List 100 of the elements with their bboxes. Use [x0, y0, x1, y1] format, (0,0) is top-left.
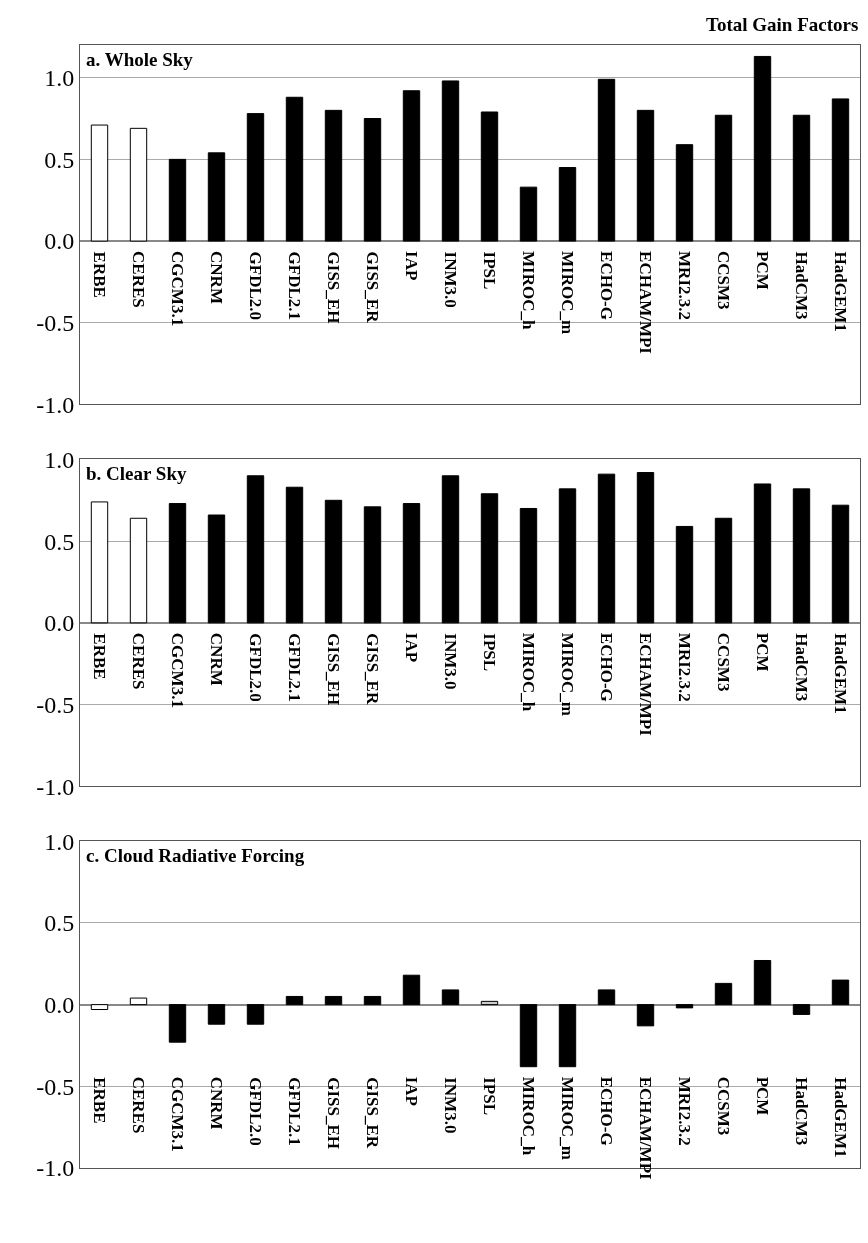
x-tick-label: IPSL: [480, 1077, 500, 1115]
x-tick-label: ERBE: [90, 633, 110, 680]
y-tick-label: -0.5: [36, 691, 75, 718]
y-tick-label: -1.0: [36, 391, 75, 418]
bar: [285, 486, 304, 624]
x-tick-label: CERES: [128, 1076, 148, 1134]
bar: [363, 995, 382, 1006]
x-tick-label: GISS_ER: [362, 251, 382, 324]
bar: [792, 488, 811, 624]
bar: [441, 475, 460, 624]
chart-title: a. Whole Sky: [86, 49, 194, 70]
x-tick-label: HadCM3: [791, 251, 811, 320]
bar: [675, 1004, 694, 1009]
x-tick-label: PCM: [752, 632, 772, 672]
bar: [636, 1004, 655, 1027]
bar: [831, 98, 850, 242]
x-tick-label: HadGEM1: [831, 633, 851, 714]
x-tick-label: MRI2.3.2: [674, 632, 694, 702]
y-tick-label: 0.5: [44, 528, 75, 555]
bar: [792, 1004, 811, 1015]
x-tick-label: CERES: [128, 632, 148, 690]
x-tick-label: HadCM3: [792, 633, 812, 702]
bar: [831, 504, 850, 624]
x-tick-label: CGCM3.1: [168, 251, 188, 327]
x-tick-label: GFDL2.1: [284, 251, 304, 321]
x-tick-label: CNRM: [206, 1076, 226, 1130]
bar: [168, 1004, 187, 1043]
bar: [519, 507, 538, 624]
x-tick-label: GFDL2.0: [245, 251, 265, 321]
bar: [519, 1004, 538, 1068]
bar: [597, 78, 616, 242]
x-tick-label: HadGEM1: [831, 1077, 851, 1158]
x-tick-label: MIROC_h: [518, 1076, 538, 1156]
bar: [90, 124, 109, 242]
x-tick-label: PCM: [752, 1076, 772, 1116]
bar: [402, 503, 421, 624]
bar: [636, 472, 655, 624]
y-tick-label: 0.5: [44, 146, 75, 173]
chart-title: b. Clear Sky: [86, 463, 187, 484]
bar: [324, 499, 343, 624]
x-tick-label: CERES: [129, 251, 149, 308]
x-tick-label: IPSL: [480, 633, 500, 672]
x-tick-label: ERBE: [90, 1077, 110, 1124]
bar: [675, 144, 694, 242]
x-tick-label: PCM: [753, 251, 773, 290]
x-tick-label: GISS_EH: [323, 251, 343, 324]
x-tick-label: INM3.0: [441, 1077, 461, 1134]
bar: [363, 506, 382, 624]
x-tick-label: IAP: [402, 251, 422, 281]
x-tick-label: MIROC_m: [558, 251, 578, 335]
x-tick-label: GISS_EH: [324, 1077, 344, 1150]
x-tick-label: ECHO-G: [596, 632, 616, 702]
bar: [402, 90, 421, 242]
bar: [714, 982, 733, 1006]
x-tick-label: IAP: [401, 632, 421, 663]
x-tick-label: MIROC_m: [557, 1076, 577, 1160]
bar: [246, 1004, 265, 1025]
x-tick-label: GFDL2.1: [285, 1077, 305, 1146]
x-tick-label: GISS_ER: [363, 633, 383, 705]
x-tick-label: GFDL2.0: [246, 1077, 266, 1146]
bar: [558, 167, 577, 242]
bar: [285, 995, 304, 1006]
x-tick-label: ERBE: [89, 251, 109, 298]
x-tick-label: IPSL: [479, 251, 499, 290]
y-tick-label: 1.0: [44, 446, 75, 473]
x-tick-label: ECHO-G: [596, 1076, 616, 1146]
bar: [285, 96, 304, 242]
bar: [168, 158, 187, 242]
bar: [246, 113, 265, 242]
bar: [324, 995, 343, 1006]
bar: [441, 80, 460, 242]
x-tick-label: ECHAM/MPI: [635, 632, 655, 737]
x-tick-label: INM3.0: [440, 251, 460, 308]
y-tick-label: -0.5: [36, 310, 75, 337]
bar: [207, 1004, 226, 1025]
x-tick-label: MIROC_m: [557, 632, 577, 716]
x-tick-label: HadGEM1: [830, 251, 850, 332]
bar: [402, 974, 421, 1006]
x-tick-label: CGCM3.1: [167, 1076, 187, 1152]
bar: [129, 997, 148, 1006]
x-tick-label: CCSM3: [714, 251, 734, 310]
y-tick-label: -1.0: [36, 773, 75, 800]
bar: [636, 109, 655, 242]
x-tick-label: ECHO-G: [597, 251, 617, 321]
bar: [90, 1004, 109, 1011]
bar: [129, 517, 148, 624]
x-tick-label: INM3.0: [441, 633, 461, 690]
bar: [480, 493, 499, 624]
bar: [597, 989, 616, 1006]
bar: [597, 473, 616, 624]
x-tick-label: CNRM: [206, 632, 226, 686]
y-tick-label: 1.0: [44, 65, 75, 92]
bar: [753, 960, 772, 1006]
y-tick-label: -0.5: [36, 1073, 75, 1100]
bar: [129, 127, 148, 242]
bar: [246, 475, 265, 624]
bar: [714, 517, 733, 624]
y-tick-label: -1.0: [36, 1155, 75, 1182]
y-tick-label: 0.0: [44, 992, 75, 1019]
bar: [363, 118, 382, 242]
